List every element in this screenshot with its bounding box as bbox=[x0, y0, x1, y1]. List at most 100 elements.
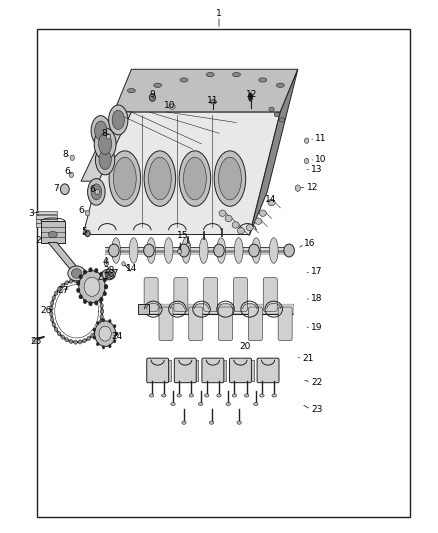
Ellipse shape bbox=[85, 211, 90, 216]
Text: 7: 7 bbox=[53, 184, 59, 192]
Ellipse shape bbox=[79, 295, 82, 299]
Text: 3: 3 bbox=[28, 209, 34, 217]
Ellipse shape bbox=[97, 293, 100, 297]
Ellipse shape bbox=[147, 238, 155, 263]
Ellipse shape bbox=[252, 238, 261, 263]
Ellipse shape bbox=[91, 333, 94, 337]
Ellipse shape bbox=[94, 289, 98, 293]
Ellipse shape bbox=[113, 157, 136, 200]
Ellipse shape bbox=[210, 100, 216, 104]
Polygon shape bbox=[250, 69, 298, 235]
Ellipse shape bbox=[95, 189, 99, 195]
Text: 14: 14 bbox=[126, 264, 137, 272]
Ellipse shape bbox=[225, 215, 232, 222]
Ellipse shape bbox=[87, 336, 90, 341]
Ellipse shape bbox=[109, 244, 119, 257]
Ellipse shape bbox=[219, 210, 226, 216]
Ellipse shape bbox=[48, 231, 57, 238]
Ellipse shape bbox=[184, 157, 206, 200]
Ellipse shape bbox=[219, 157, 241, 200]
Text: 6: 6 bbox=[89, 185, 95, 193]
Ellipse shape bbox=[260, 394, 264, 397]
Ellipse shape bbox=[52, 322, 56, 327]
Ellipse shape bbox=[91, 116, 110, 146]
Ellipse shape bbox=[74, 278, 77, 282]
Ellipse shape bbox=[95, 145, 115, 175]
Ellipse shape bbox=[214, 151, 246, 206]
Ellipse shape bbox=[198, 402, 203, 406]
Ellipse shape bbox=[177, 249, 182, 254]
Ellipse shape bbox=[304, 158, 309, 164]
Ellipse shape bbox=[237, 421, 241, 424]
Polygon shape bbox=[48, 243, 81, 272]
Text: 11: 11 bbox=[207, 96, 218, 104]
Ellipse shape bbox=[103, 292, 106, 296]
Ellipse shape bbox=[78, 340, 82, 344]
Text: 8: 8 bbox=[63, 150, 69, 159]
Ellipse shape bbox=[217, 394, 221, 397]
Text: 17: 17 bbox=[311, 268, 322, 276]
Ellipse shape bbox=[112, 110, 124, 130]
Text: 14: 14 bbox=[265, 196, 276, 204]
Ellipse shape bbox=[186, 243, 191, 246]
Text: 29: 29 bbox=[103, 272, 114, 280]
Text: 6: 6 bbox=[64, 167, 70, 176]
Ellipse shape bbox=[79, 274, 82, 279]
Ellipse shape bbox=[180, 78, 188, 82]
Ellipse shape bbox=[61, 284, 64, 288]
FancyBboxPatch shape bbox=[263, 278, 277, 311]
Ellipse shape bbox=[109, 105, 128, 135]
Text: 19: 19 bbox=[311, 324, 322, 332]
Ellipse shape bbox=[91, 184, 102, 200]
Text: 24: 24 bbox=[112, 333, 123, 341]
Ellipse shape bbox=[60, 184, 69, 195]
Ellipse shape bbox=[50, 317, 54, 321]
Polygon shape bbox=[114, 69, 298, 112]
Ellipse shape bbox=[105, 271, 112, 278]
Ellipse shape bbox=[109, 345, 111, 348]
Ellipse shape bbox=[127, 88, 135, 93]
Ellipse shape bbox=[104, 285, 108, 289]
Ellipse shape bbox=[269, 107, 274, 111]
Ellipse shape bbox=[69, 279, 73, 283]
Ellipse shape bbox=[99, 150, 111, 169]
Ellipse shape bbox=[95, 269, 98, 273]
Ellipse shape bbox=[95, 321, 116, 346]
Text: 26: 26 bbox=[40, 306, 52, 314]
Ellipse shape bbox=[96, 321, 99, 325]
Ellipse shape bbox=[234, 238, 243, 263]
Ellipse shape bbox=[276, 83, 284, 87]
Text: 20: 20 bbox=[240, 342, 251, 351]
Ellipse shape bbox=[254, 402, 258, 406]
Ellipse shape bbox=[248, 93, 253, 101]
Polygon shape bbox=[83, 112, 280, 235]
Text: 4: 4 bbox=[102, 257, 108, 265]
Ellipse shape bbox=[100, 309, 104, 313]
Ellipse shape bbox=[214, 244, 224, 257]
Ellipse shape bbox=[32, 338, 38, 342]
Text: 8: 8 bbox=[101, 129, 107, 138]
Ellipse shape bbox=[54, 291, 58, 295]
Ellipse shape bbox=[217, 238, 226, 263]
Ellipse shape bbox=[162, 394, 166, 397]
Ellipse shape bbox=[65, 281, 68, 285]
Ellipse shape bbox=[103, 278, 106, 282]
Polygon shape bbox=[36, 219, 57, 223]
Ellipse shape bbox=[148, 157, 171, 200]
Ellipse shape bbox=[249, 244, 259, 257]
Bar bbox=[37, 29, 410, 517]
Ellipse shape bbox=[272, 394, 276, 397]
Ellipse shape bbox=[284, 244, 294, 257]
FancyBboxPatch shape bbox=[248, 307, 262, 341]
Ellipse shape bbox=[68, 266, 85, 281]
Ellipse shape bbox=[237, 228, 244, 234]
Text: 10: 10 bbox=[315, 156, 327, 164]
FancyBboxPatch shape bbox=[219, 307, 233, 341]
Polygon shape bbox=[36, 211, 57, 214]
Ellipse shape bbox=[179, 151, 211, 206]
Text: 21: 21 bbox=[302, 354, 314, 362]
Polygon shape bbox=[138, 304, 149, 314]
Ellipse shape bbox=[129, 238, 138, 263]
Polygon shape bbox=[41, 221, 65, 243]
Ellipse shape bbox=[96, 343, 99, 346]
